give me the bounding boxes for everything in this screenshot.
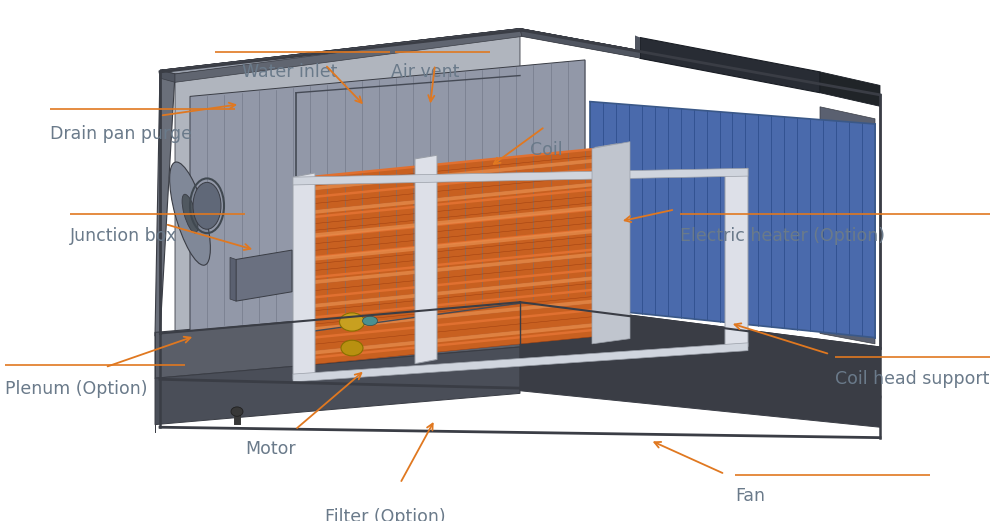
Ellipse shape — [170, 162, 210, 265]
Polygon shape — [520, 301, 880, 427]
Polygon shape — [155, 301, 880, 386]
Text: Coil: Coil — [530, 141, 563, 159]
Polygon shape — [820, 107, 875, 344]
Ellipse shape — [193, 182, 221, 229]
Polygon shape — [160, 29, 880, 95]
Polygon shape — [293, 173, 315, 379]
Text: Coil head support: Coil head support — [835, 370, 989, 388]
Polygon shape — [520, 29, 880, 102]
Polygon shape — [310, 148, 600, 365]
Polygon shape — [160, 29, 535, 74]
Polygon shape — [595, 144, 617, 343]
Polygon shape — [415, 155, 437, 364]
Polygon shape — [592, 142, 630, 344]
Text: Drain pan purge: Drain pan purge — [50, 125, 192, 143]
Polygon shape — [590, 102, 875, 338]
Text: Water inlet: Water inlet — [242, 63, 338, 81]
Polygon shape — [155, 347, 520, 425]
Polygon shape — [160, 70, 175, 82]
Polygon shape — [190, 60, 585, 331]
Ellipse shape — [231, 407, 243, 416]
Ellipse shape — [340, 313, 364, 331]
Text: Air vent: Air vent — [391, 63, 459, 81]
Ellipse shape — [341, 340, 363, 356]
Text: Filter (Option): Filter (Option) — [325, 508, 445, 521]
Polygon shape — [820, 72, 880, 106]
Polygon shape — [293, 168, 748, 185]
Text: Junction box: Junction box — [70, 227, 177, 245]
Polygon shape — [175, 302, 880, 379]
Text: Electric heater (Option): Electric heater (Option) — [680, 227, 885, 245]
Ellipse shape — [362, 316, 378, 326]
Polygon shape — [520, 29, 880, 102]
Ellipse shape — [182, 194, 198, 233]
Polygon shape — [293, 343, 748, 382]
Polygon shape — [236, 250, 292, 301]
Text: Plenum (Option): Plenum (Option) — [5, 380, 148, 399]
Polygon shape — [640, 38, 820, 93]
Polygon shape — [175, 29, 522, 82]
Text: Fan: Fan — [735, 487, 765, 505]
Text: Motor: Motor — [245, 440, 296, 458]
Polygon shape — [635, 35, 640, 58]
Polygon shape — [155, 70, 175, 336]
Polygon shape — [725, 168, 748, 351]
Polygon shape — [175, 34, 520, 333]
Polygon shape — [230, 257, 236, 301]
